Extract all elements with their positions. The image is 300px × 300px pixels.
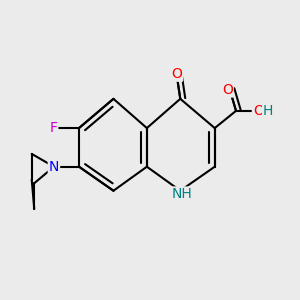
Text: NH: NH [172, 188, 192, 202]
Text: O: O [171, 67, 182, 81]
Text: F: F [49, 121, 57, 135]
Text: H: H [263, 104, 274, 118]
Text: O: O [253, 104, 264, 118]
Text: O: O [222, 82, 233, 97]
Text: N: N [49, 160, 59, 174]
